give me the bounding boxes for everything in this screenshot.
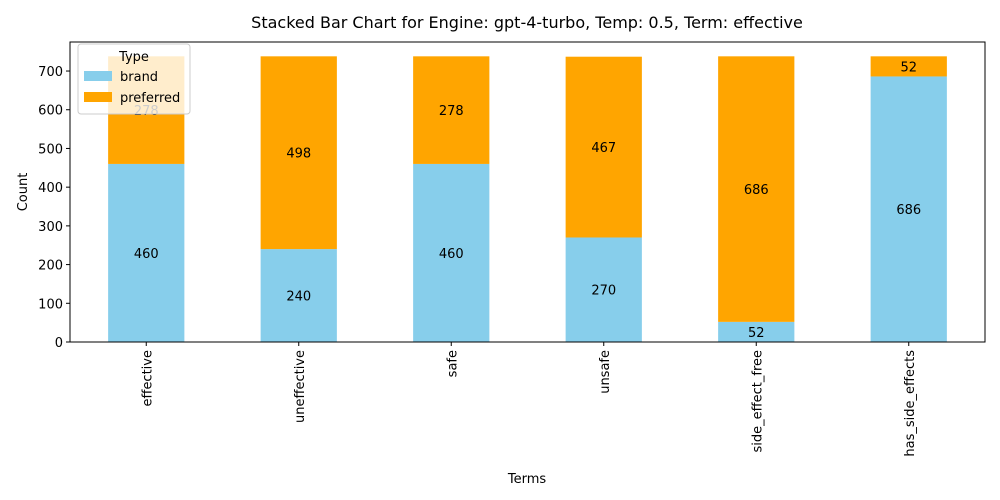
data-label-brand-uneffective: 240 [286,290,311,305]
x-tick-label: side_effect_free [750,350,765,452]
legend-swatch-brand [84,71,112,81]
bar-brand-has_side_effects [870,76,947,343]
data-label-preferred-unsafe: 467 [591,141,616,156]
x-tick-label: uneffective [293,350,308,423]
x-axis-label: Terms [507,472,547,487]
data-label-preferred-has_side_effects: 52 [900,60,917,75]
y-tick-label: 500 [38,142,63,157]
y-tick-label: 600 [38,104,63,119]
x-tick-label: has_side_effects [903,350,918,457]
x-tick-label: unsafe [598,350,613,394]
y-tick-label: 100 [38,297,63,312]
x-tick-label: effective [140,350,155,407]
data-label-brand-unsafe: 270 [591,284,616,299]
bar-brand-unsafe [565,237,642,342]
legend-swatch-preferred [84,92,112,102]
bar-brand-uneffective [260,249,337,342]
x-tick-label: safe [445,350,460,377]
bar-brand-side_effect_free [718,321,795,342]
data-label-preferred-safe: 278 [439,104,464,119]
data-label-brand-has_side_effects: 686 [896,203,921,218]
data-label-preferred-uneffective: 498 [286,147,311,162]
bar-brand-safe [413,163,490,342]
y-tick-label: 700 [38,65,63,80]
bar-preferred-side_effect_free [718,56,795,322]
y-tick-label: 300 [38,220,63,235]
legend-label-brand: brand [120,70,158,85]
y-tick-label: 0 [55,336,63,351]
bar-preferred-uneffective [260,56,337,250]
legend: Type brand preferred [77,43,191,115]
chart-title: Stacked Bar Chart for Engine: gpt-4-turb… [251,13,803,32]
plot-frame [69,41,986,343]
data-label-preferred-side_effect_free: 686 [744,183,769,198]
bar-preferred-unsafe [565,56,642,238]
legend-label-preferred: preferred [120,91,180,106]
legend-title: Type [118,50,149,65]
bar-preferred-safe [413,56,490,164]
bar-preferred-has_side_effects [870,56,947,77]
bar-brand-effective [108,163,185,342]
y-axis-label: Count [16,173,31,212]
y-tick-label: 400 [38,181,63,196]
data-label-brand-effective: 460 [134,247,159,262]
y-tick-label: 200 [38,259,63,274]
data-label-brand-safe: 460 [439,247,464,262]
data-label-brand-side_effect_free: 52 [748,326,765,341]
